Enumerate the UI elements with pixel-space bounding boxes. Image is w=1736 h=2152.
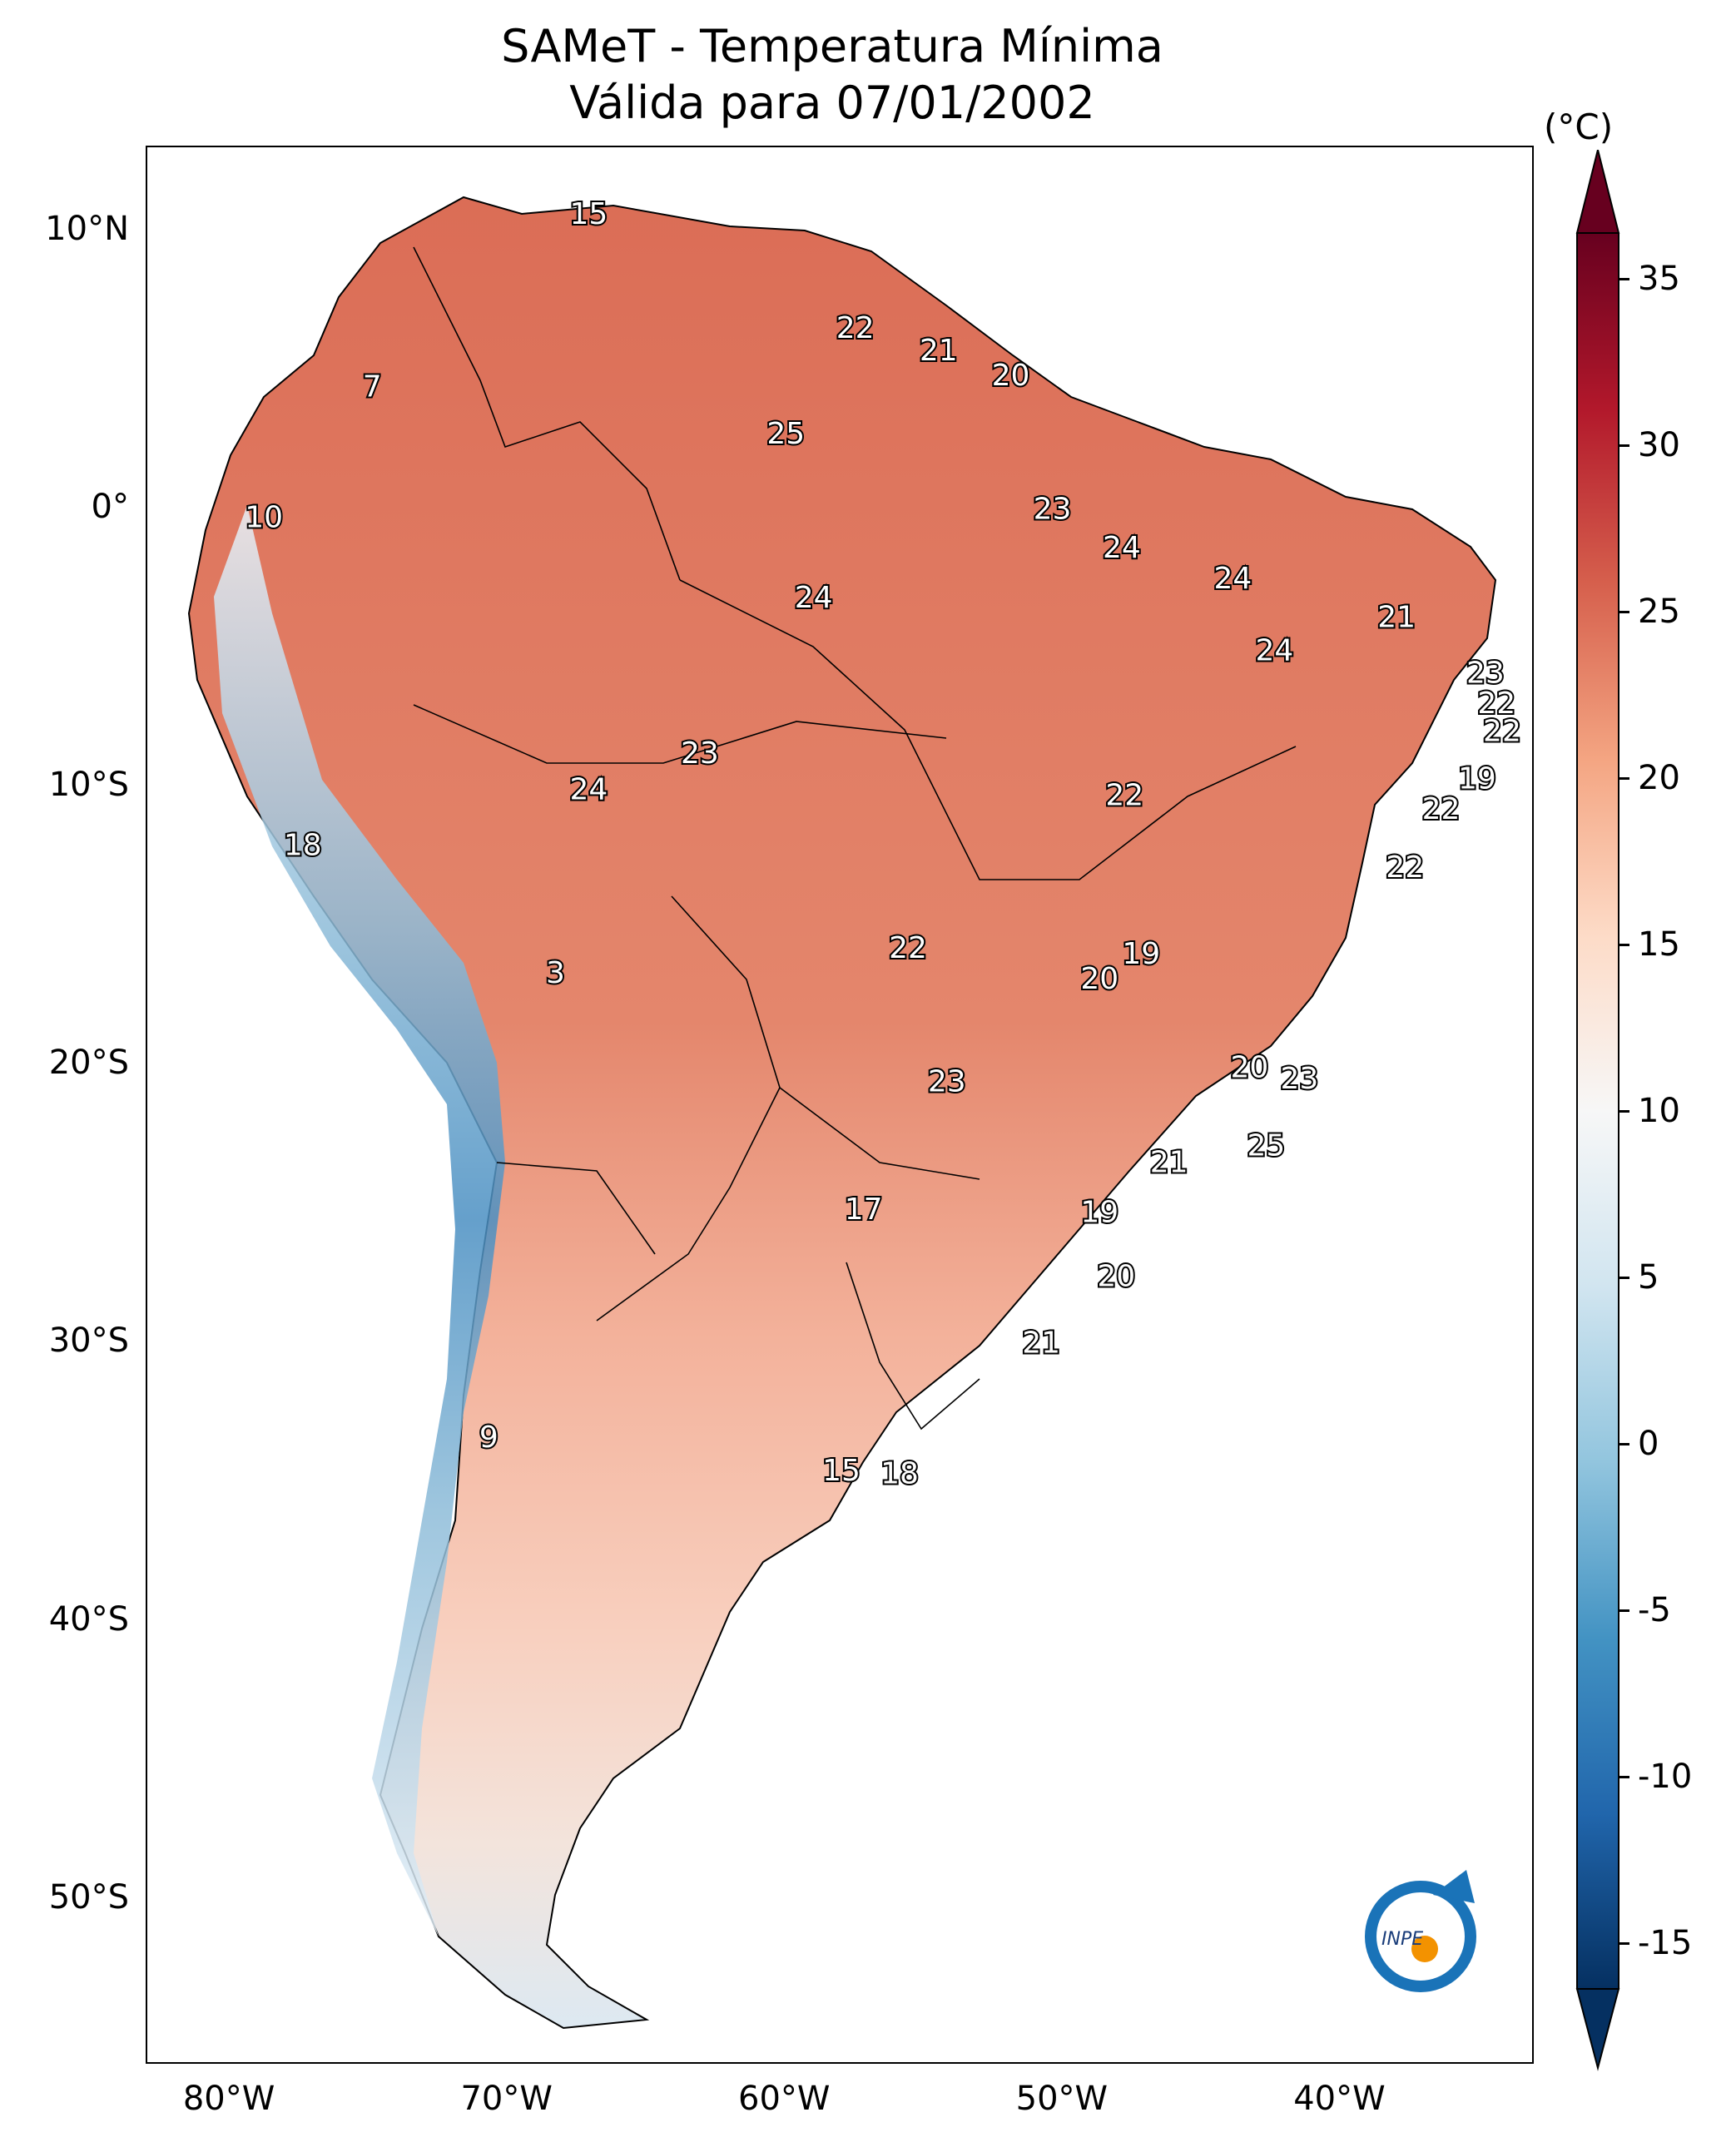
- colorbar-tick-mark: [1618, 944, 1629, 946]
- longitude-tick-label: 60°W: [738, 2080, 831, 2118]
- colorbar-tick-label: 20: [1638, 759, 1680, 797]
- map-panel: 15 22 21 20 7 25 10 23 24 24 24 21 24 23 22 22 23 19 24 22 2…: [146, 146, 1534, 2064]
- temperature-label: 25: [1247, 1128, 1286, 1163]
- colorbar-tick-label: 30: [1638, 426, 1680, 464]
- temperature-label: 22: [1105, 778, 1143, 812]
- colorbar-tick-mark: [1618, 278, 1629, 280]
- temperature-label: 7: [363, 369, 382, 404]
- longitude-tick-label: 50°W: [1015, 2080, 1109, 2118]
- temperature-label: 20: [1080, 962, 1118, 996]
- temperature-label: 21: [1022, 1326, 1060, 1360]
- temperature-label: 22: [1483, 715, 1521, 749]
- temperature-label: 22: [1386, 850, 1424, 885]
- colorbar-tick-label: 5: [1638, 1258, 1659, 1297]
- colorbar-unit: (°C): [1544, 107, 1614, 147]
- temperature-label: 3: [546, 956, 565, 990]
- andes-cold-region: [214, 505, 505, 1936]
- inpe-logo-text: INPE: [1381, 1929, 1423, 1950]
- temperature-label: 15: [570, 197, 608, 231]
- temperature-label: 25: [766, 417, 805, 451]
- temperature-label: 9: [479, 1421, 498, 1455]
- colorbar-tick-label: 0: [1638, 1425, 1659, 1463]
- colorbar-ramp: [1576, 232, 1619, 1990]
- colorbar-tick-label: -15: [1638, 1924, 1693, 1962]
- colorbar-tick-mark: [1618, 444, 1629, 447]
- colorbar-tick-mark: [1618, 1942, 1629, 1945]
- temperature-label: 24: [795, 581, 833, 615]
- temperature-label: 19: [1122, 937, 1160, 971]
- temperature-label: 22: [1422, 792, 1461, 826]
- colorbar-tick-mark: [1618, 1277, 1629, 1279]
- map-title-line1: SAMeT - Temperatura Mínima: [501, 20, 1163, 72]
- colorbar-tick-label: -5: [1638, 1591, 1671, 1629]
- temperature-label: 23: [681, 736, 719, 771]
- temperature-label: 23: [1281, 1062, 1319, 1096]
- longitude-tick-label: 80°W: [182, 2080, 275, 2118]
- colorbar-tick-mark: [1618, 611, 1629, 613]
- temperature-label: 21: [920, 334, 958, 368]
- temperature-label: 21: [1150, 1145, 1188, 1179]
- country-borders: [413, 246, 1297, 1431]
- colorbar-tick-label: 10: [1638, 1092, 1680, 1130]
- latitude-tick-label: 10°N: [45, 210, 129, 249]
- map-title-line2: Válida para 07/01/2002: [569, 77, 1095, 129]
- latitude-tick-label: 20°S: [48, 1044, 129, 1083]
- temperature-label: 18: [284, 828, 322, 862]
- temperature-label: 22: [836, 311, 875, 345]
- colorbar-tick-label: 15: [1638, 925, 1680, 964]
- colorbar-tick-label: 25: [1638, 593, 1680, 631]
- colorbar-tick-mark: [1618, 1776, 1629, 1778]
- temperature-label: 17: [845, 1193, 883, 1227]
- colorbar-tick-label: 35: [1638, 260, 1680, 298]
- temperature-label: 23: [928, 1064, 966, 1098]
- longitude-tick-label: 70°W: [460, 2080, 553, 2118]
- temperature-label: 24: [1213, 562, 1252, 596]
- temperature-label: 19: [1458, 761, 1496, 796]
- colorbar-tick-mark: [1618, 1609, 1629, 1612]
- colorbar-max-arrow: [1575, 150, 1620, 234]
- temperature-label: 24: [570, 773, 608, 807]
- temperature-label: 20: [1097, 1259, 1135, 1293]
- latitude-tick-label: 50°S: [48, 1877, 129, 1916]
- latitude-tick-label: 10°S: [48, 766, 129, 805]
- colorbar-tick-mark: [1618, 1443, 1629, 1445]
- temperature-label: 20: [1230, 1051, 1268, 1085]
- temperature-label: 15: [822, 1454, 861, 1488]
- colorbar-tick-mark: [1618, 777, 1629, 780]
- colorbar-min-arrow: [1575, 1988, 1620, 2071]
- temperature-label: 23: [1034, 492, 1072, 526]
- inpe-logo: INPE: [1365, 1870, 1476, 1992]
- temperature-label: 18: [880, 1456, 919, 1490]
- latitude-tick-label: 40°S: [48, 1599, 129, 1639]
- colorbar: [1575, 150, 1620, 2071]
- latitude-tick-label: 30°S: [48, 1321, 129, 1361]
- colorbar-tick-mark: [1618, 1110, 1629, 1113]
- temperature-label: 22: [1477, 687, 1515, 721]
- longitude-tick-label: 40°W: [1293, 2080, 1386, 2118]
- temperature-label: 24: [1256, 634, 1294, 668]
- temperature-label: 10: [245, 500, 283, 534]
- temperature-label: 23: [1466, 656, 1505, 690]
- temperature-label: 19: [1080, 1195, 1118, 1229]
- temperature-label: 21: [1377, 601, 1416, 635]
- temperature-label: 24: [1103, 531, 1141, 565]
- temperature-label: 22: [889, 931, 927, 965]
- colorbar-tick-label: -10: [1638, 1758, 1693, 1796]
- latitude-tick-label: 0°: [91, 488, 129, 527]
- temperature-label: 20: [992, 359, 1030, 393]
